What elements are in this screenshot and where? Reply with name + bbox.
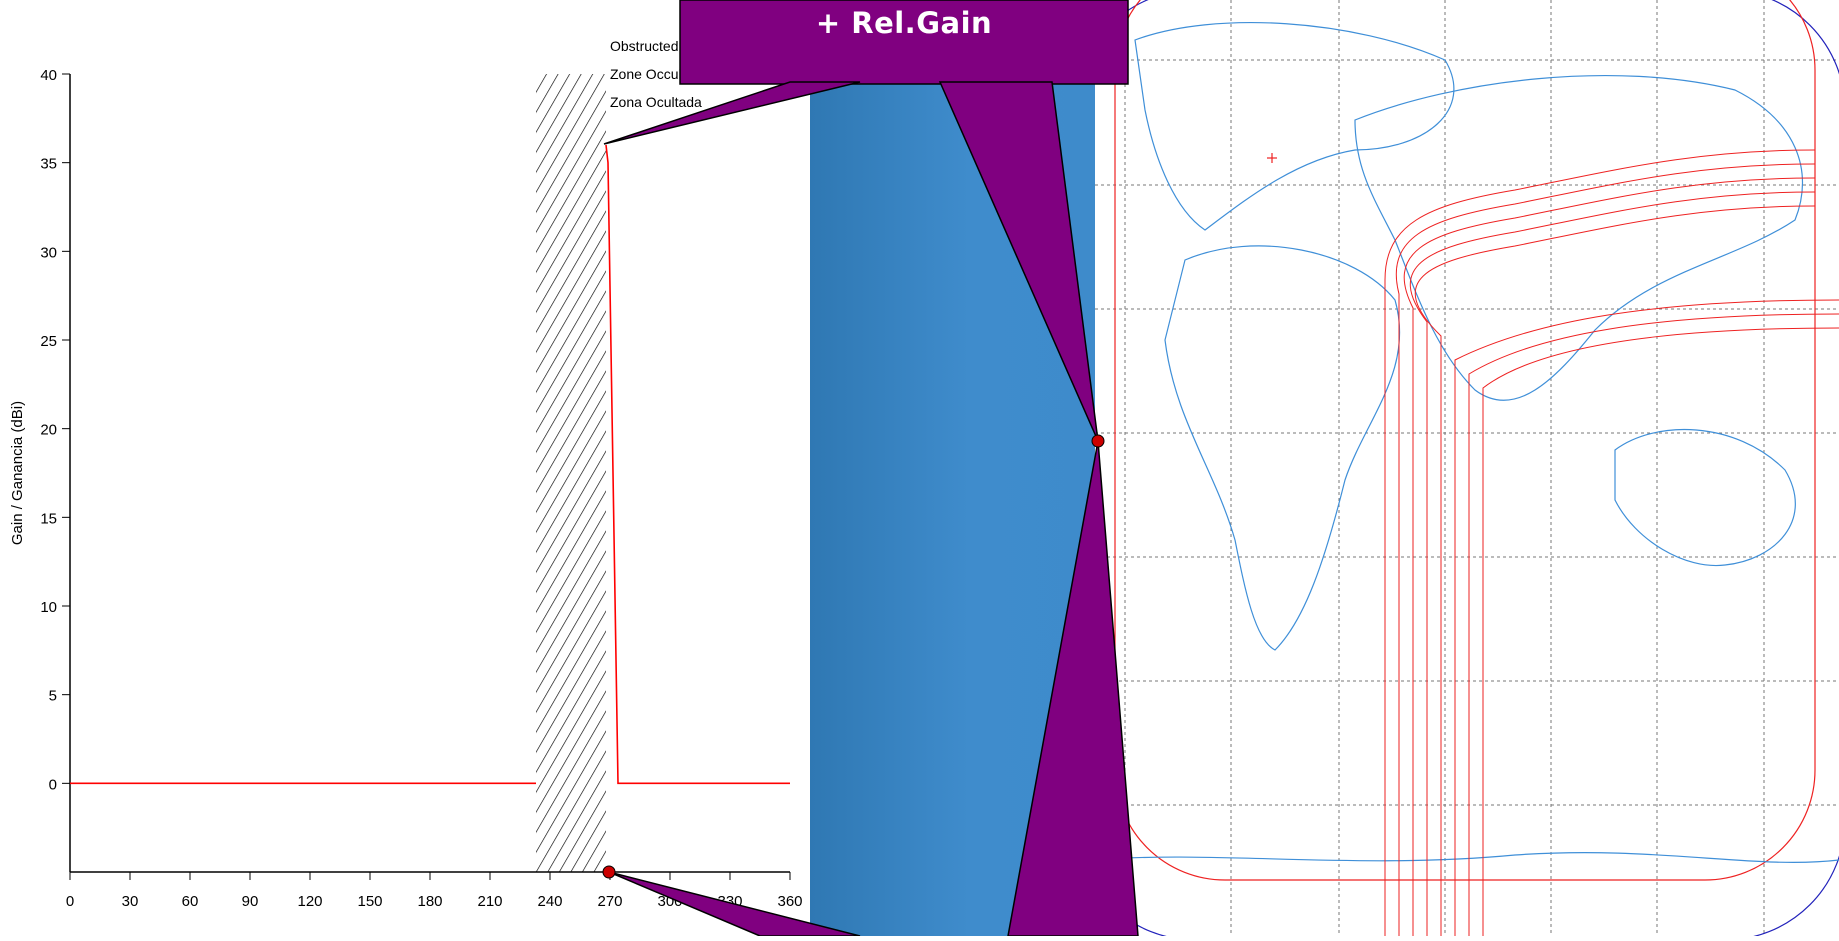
africa-outline (1164, 245, 1401, 651)
gain-series-line (605, 144, 790, 785)
y-tick-label: 40 (40, 67, 57, 84)
y-tick-label: 10 (40, 599, 57, 616)
europe-outline (1134, 22, 1455, 231)
x-tick-label: 150 (357, 893, 382, 910)
x-tick-label: 240 (537, 893, 562, 910)
gain-contour-line (1482, 327, 1839, 936)
x-tick-label: 90 (242, 893, 259, 910)
gain-chart: 0 5 10 15 20 25 30 35 40 0 30 60 90 120 150 180 210 240 27… (9, 38, 803, 910)
gain-contour-line (1468, 313, 1839, 936)
gain-contour-line (1384, 149, 1816, 936)
gain-contour-line (1395, 163, 1816, 936)
gain-contour-line (1414, 205, 1816, 936)
y-tick-label: 0 (49, 776, 57, 793)
gain-contour-line (1454, 299, 1839, 936)
y-tick-label: 35 (40, 156, 57, 173)
y-tick-label: 15 (40, 510, 57, 527)
x-tick-label: 180 (417, 893, 442, 910)
obstructed-zone-label: Zona Ocultada (610, 94, 702, 110)
x-tick-label: 0 (66, 893, 74, 910)
obstructed-zone-label: Obstructed Z (610, 38, 691, 54)
australia-outline (1614, 429, 1796, 567)
x-tick-label: 270 (597, 893, 622, 910)
x-tick-label: 60 (182, 893, 199, 910)
y-tick-label: 25 (40, 333, 57, 350)
obstructed-zone (536, 74, 606, 872)
coverage-contour (1114, 0, 1816, 881)
x-tick-label: 330 (717, 893, 742, 910)
x-tick-label: 120 (297, 893, 322, 910)
x-tick-label: 210 (477, 893, 502, 910)
gain-contour-line (1409, 191, 1816, 936)
callout-label: + Rel.Gain (815, 6, 993, 40)
asia-outline (1354, 74, 1803, 401)
y-tick-label: 30 (40, 244, 57, 261)
y-tick-label: 5 (49, 688, 57, 705)
y-tick-label: 20 (40, 422, 57, 439)
background-blue-panel (810, 0, 1100, 936)
gain-contour-line (1403, 177, 1816, 936)
antarctica-outline (1094, 852, 1839, 863)
y-axis-label: Gain / Ganancia (dBi) (9, 401, 26, 545)
obstructed-zone-label: Zone Occulté (610, 66, 693, 82)
world-map (1074, 0, 1839, 941)
x-tick-label: 360 (777, 893, 802, 910)
gain-chart-panel: 0 5 10 15 20 25 30 35 40 0 30 60 90 120 150 180 210 240 27… (0, 0, 810, 936)
x-tick-label: 30 (122, 893, 139, 910)
world-map-panel (1074, 0, 1839, 941)
x-tick-label: 300 (657, 893, 682, 910)
